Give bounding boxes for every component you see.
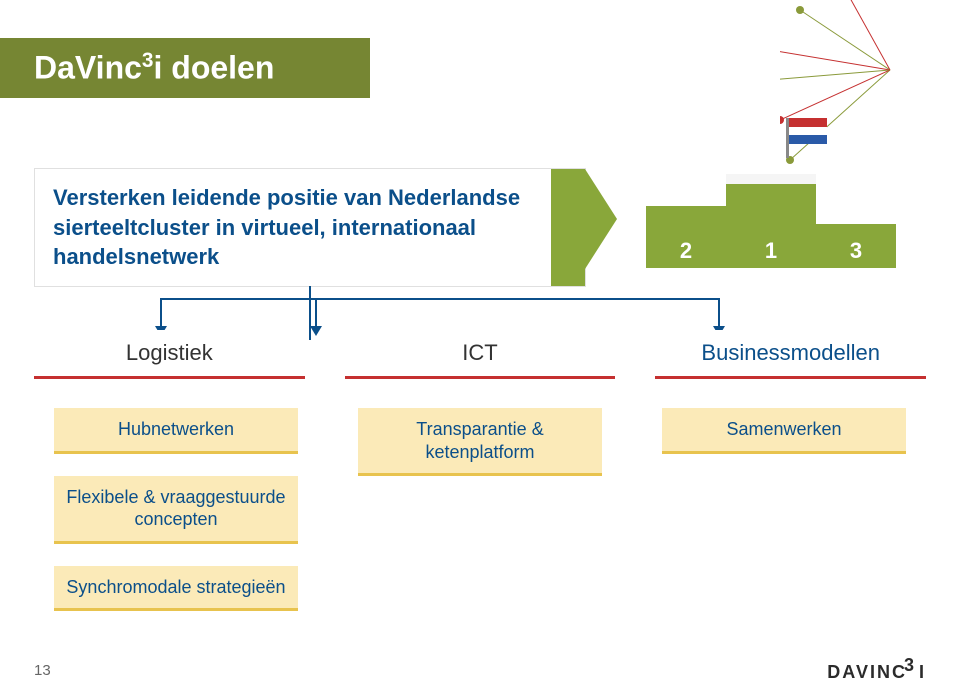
flag-nl: [789, 118, 827, 144]
connector-lines: [50, 298, 580, 300]
podium-step-3: 3: [816, 224, 896, 268]
sub-synchromodale: Synchromodale strategieën: [54, 566, 298, 612]
podium-step-2: 2: [646, 206, 726, 268]
mission-text: Versterken leidende positie van Nederlan…: [53, 185, 520, 269]
slide-title: DaVinc3i doelen: [34, 49, 274, 87]
sub-samenwerken: Samenwerken: [662, 408, 906, 454]
mission-box: Versterken leidende positie van Nederlan…: [34, 168, 586, 287]
sub-hubnetwerken: Hubnetwerken: [54, 408, 298, 454]
category-ict: ICT: [345, 330, 616, 379]
subcol-logistiek: Hubnetwerken Flexibele & vraaggestuurde …: [54, 408, 298, 611]
subcol-ict: Transparantie & ketenplatform: [358, 408, 602, 611]
decorative-starburst: [780, 0, 960, 180]
podium-step-1: 1: [726, 184, 816, 268]
category-businessmodellen: Businessmodellen: [655, 330, 926, 379]
subcol-business: Samenwerken: [662, 408, 906, 611]
category-logistiek: Logistiek: [34, 330, 305, 379]
podium-graphic: 2 1 3: [626, 168, 926, 268]
sub-transparantie: Transparantie & ketenplatform: [358, 408, 602, 476]
page-number: 13: [34, 662, 51, 679]
mission-arrow: [551, 169, 585, 286]
sub-flexibele: Flexibele & vraaggestuurde concepten: [54, 476, 298, 544]
davinci-logo: DAVINC3I: [827, 662, 926, 683]
slide-title-bar: DaVinc3i doelen: [0, 38, 370, 98]
